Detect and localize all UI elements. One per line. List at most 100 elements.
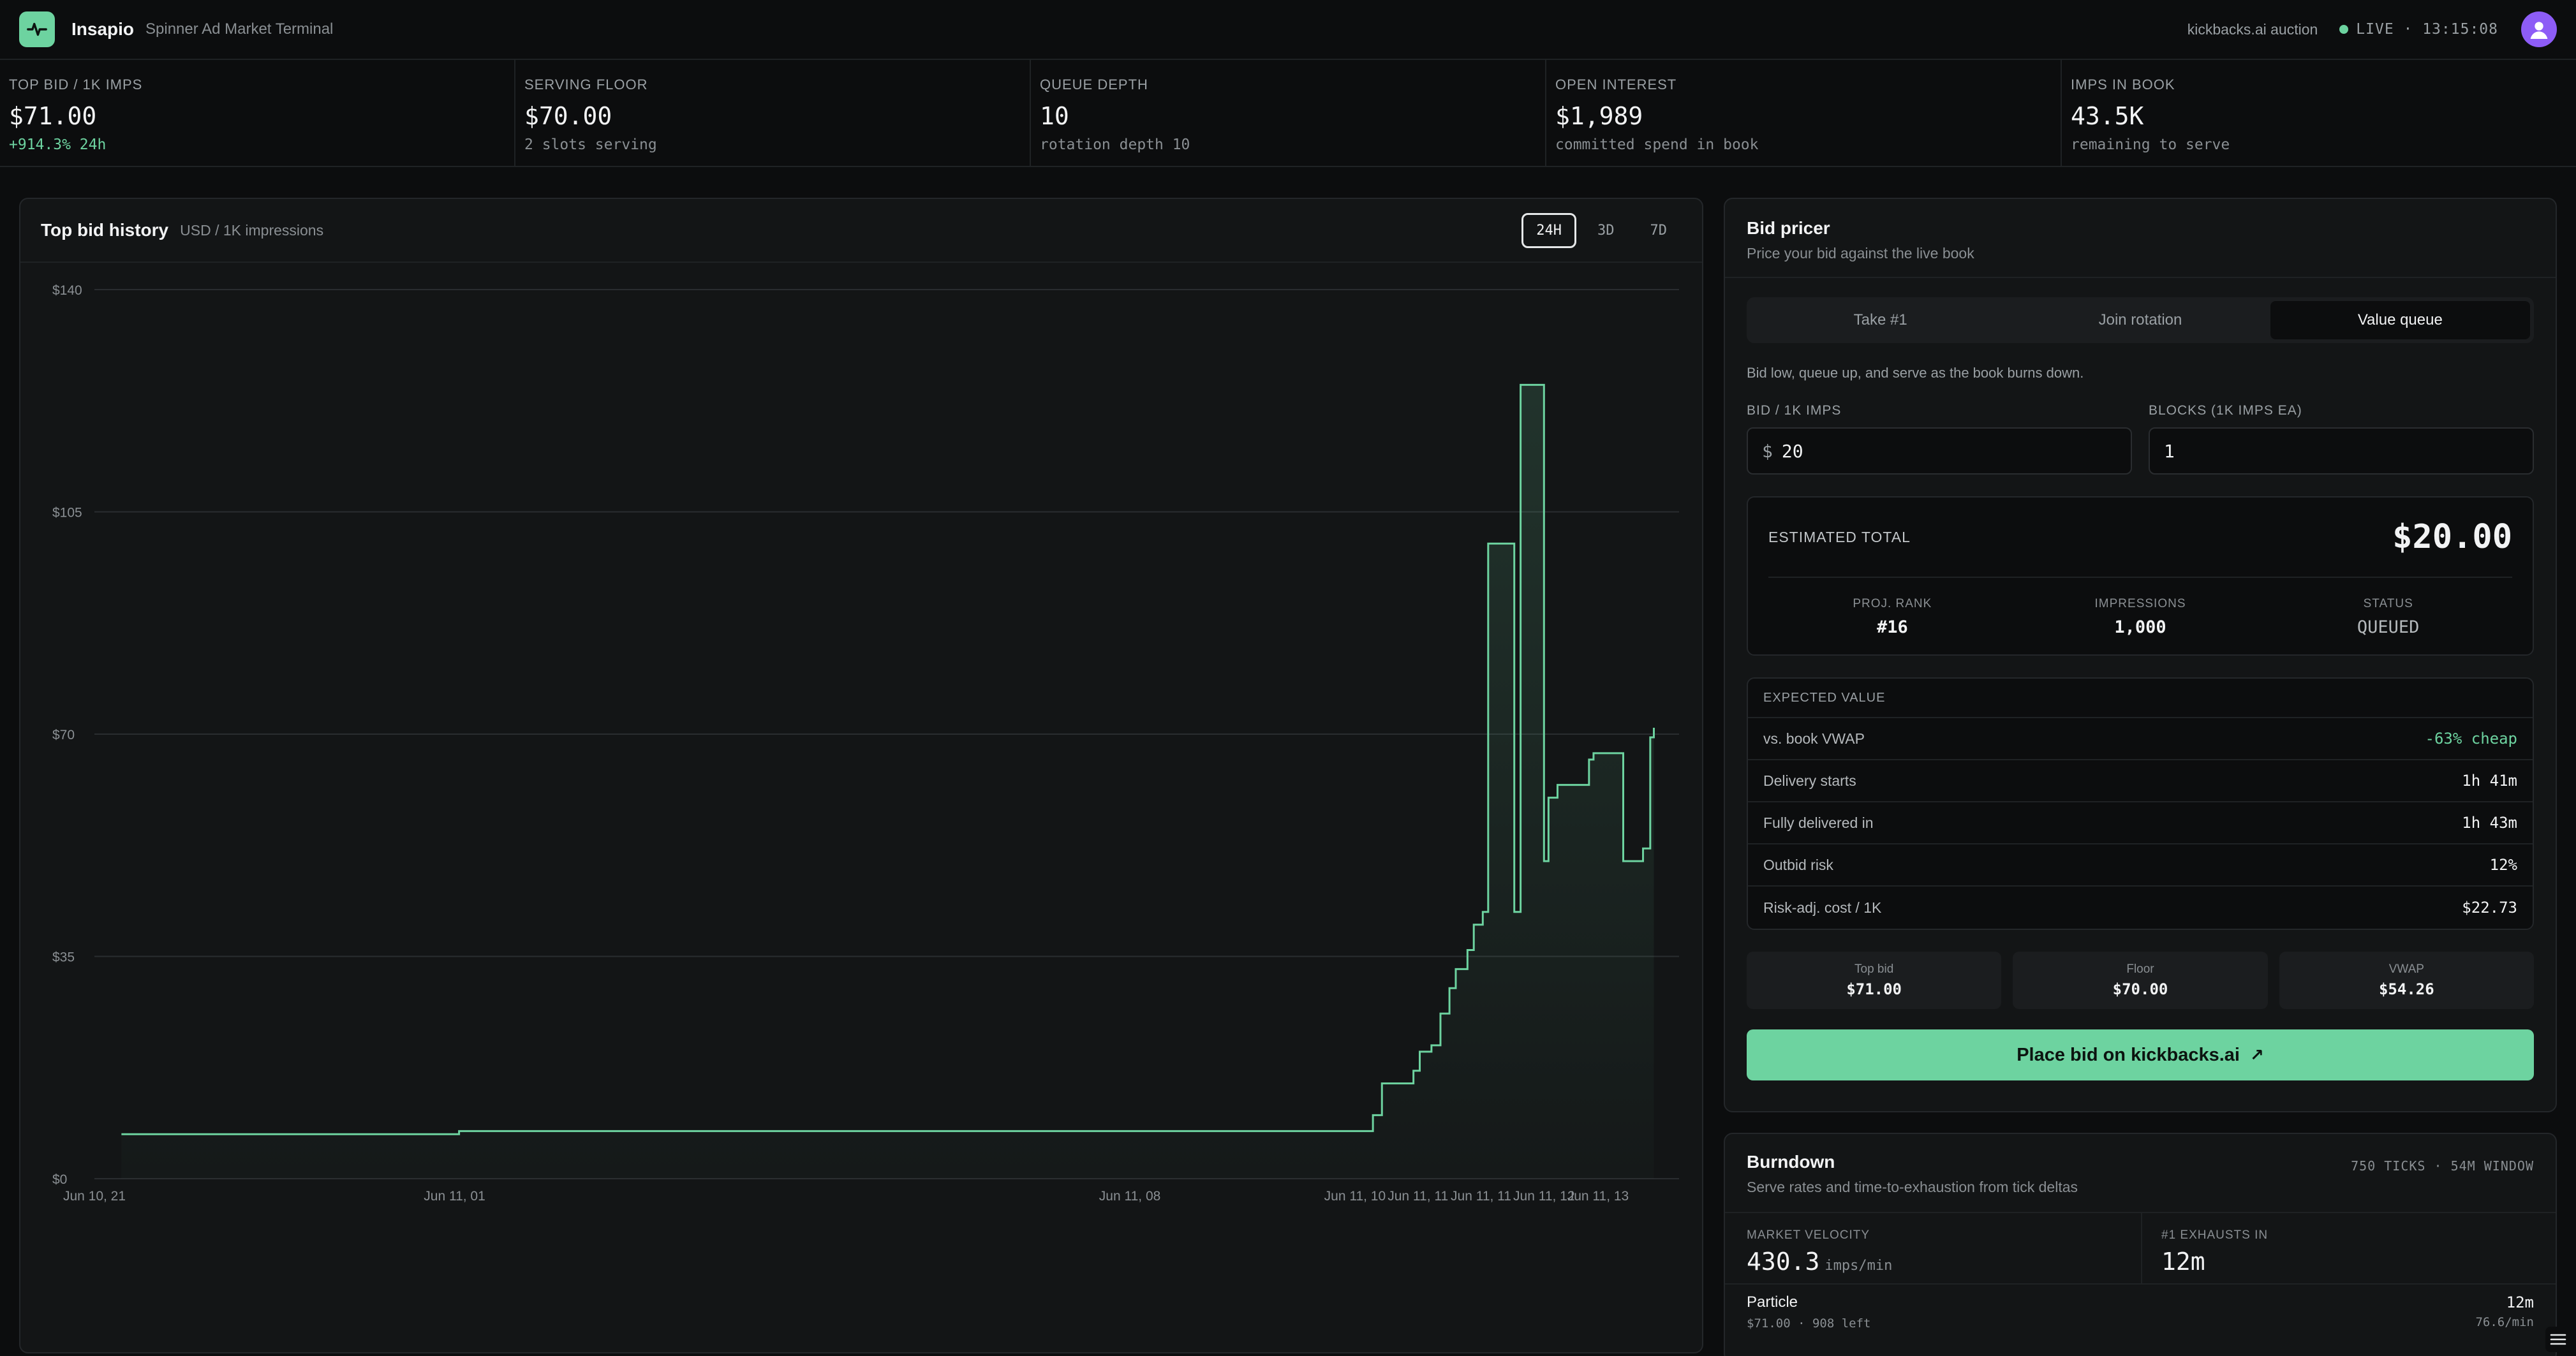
- y-tick-label: $105: [52, 506, 82, 520]
- ref-value: $70.00: [2112, 980, 2168, 998]
- tab-take-first[interactable]: Take #1: [1853, 311, 1907, 328]
- burndown-title: Burndown: [1747, 1152, 1835, 1172]
- x-tick-label: Jun 11, 12: [1513, 1189, 1575, 1204]
- stat-value: $70.00: [524, 102, 612, 130]
- ev-key: Outbid risk: [1763, 856, 1833, 873]
- ref-label: VWAP: [2388, 962, 2424, 976]
- velocity-unit: imps/min: [1825, 1258, 1893, 1274]
- y-tick-label: $140: [52, 283, 82, 298]
- stats-strip: TOP BID / 1K IMPS $71.00 +914.3% 24h SER…: [0, 60, 2576, 167]
- top-bar: Insapio Spinner Ad Market Terminal kickb…: [0, 0, 2576, 60]
- burndown-meta: 750 TICKS · 54M WINDOW: [2351, 1158, 2534, 1174]
- bid-fields: BID / 1K IMPS $ BLOCKS (1K IMPS EA): [1747, 403, 2534, 475]
- x-tick-label: Jun 11, 01: [424, 1189, 485, 1204]
- tab-value-queue[interactable]: Value queue: [2270, 301, 2530, 339]
- y-tick-label: $35: [52, 950, 75, 965]
- reference-prices: Top bid $71.00 Floor $70.00 VWAP $54.26: [1747, 952, 2534, 1009]
- avatar[interactable]: [2521, 11, 2557, 47]
- pricer-title: Bid pricer: [1747, 218, 1830, 238]
- stat-label: OPEN INTEREST: [1555, 77, 1677, 92]
- advertiser-name: Particle: [1747, 1293, 1798, 1311]
- x-tick-label: Jun 11, 08: [1099, 1189, 1161, 1204]
- impressions-label: IMPRESSIONS: [2094, 596, 2186, 610]
- stat-queue-depth: QUEUE DEPTH 10 rotation depth 10: [1031, 60, 1546, 166]
- ref-floor: Floor $70.00: [2013, 952, 2268, 1009]
- stat-imps-in-book: IMPS IN BOOK 43.5K remaining to serve: [2062, 60, 2576, 166]
- range-24h-button[interactable]: 24H: [1521, 212, 1576, 248]
- range-3d-button[interactable]: 3D: [1597, 222, 1615, 239]
- pricer-header: Bid pricer Price your bid against the li…: [1725, 199, 2556, 278]
- ev-key: vs. book VWAP: [1763, 730, 1865, 747]
- stat-change: +914.3% 24h: [9, 136, 107, 153]
- x-tick-label: Jun 11, 13: [1567, 1189, 1629, 1204]
- bid-input[interactable]: [1781, 440, 2117, 462]
- expected-value-table: EXPECTED VALUE vs. book VWAP -63% cheap …: [1747, 677, 2534, 930]
- exhaust-value: 12m: [2161, 1248, 2205, 1276]
- burndown-header: Burndown Serve rates and time-to-exhaust…: [1725, 1134, 2556, 1213]
- estimate-value: $20.00: [2392, 518, 2512, 556]
- bid-pricer-panel: Bid pricer Price your bid against the li…: [1724, 198, 2557, 1112]
- ref-value: $71.00: [1846, 980, 1902, 998]
- bid-input-box: $: [1747, 427, 2132, 475]
- blocks-input[interactable]: [2164, 440, 2519, 462]
- advertiser-exhaust-time: 12m: [2506, 1293, 2534, 1311]
- top-bid-history-panel: Top bid history USD / 1K impressions 24H…: [19, 198, 1703, 1353]
- stat-value: 10: [1040, 102, 1069, 130]
- bid-step-line: [121, 383, 1655, 1135]
- ev-value: $22.73: [2462, 899, 2517, 917]
- stat-value: $1,989: [1555, 102, 1643, 130]
- app-subtitle: Spinner Ad Market Terminal: [145, 20, 334, 38]
- stat-sub: rotation depth 10: [1040, 136, 1190, 153]
- blocks-field-label: BLOCKS (1K IMPS EA): [2149, 403, 2302, 418]
- estimate-details: PROJ. RANK #16 IMPRESSIONS 1,000 STATUS …: [1768, 578, 2512, 656]
- ev-value: -63% cheap: [2425, 730, 2518, 748]
- ref-vwap: VWAP $54.26: [2279, 952, 2534, 1009]
- ev-row-vwap: vs. book VWAP -63% cheap: [1748, 718, 2533, 760]
- ev-key: Fully delivered in: [1763, 814, 1874, 831]
- y-tick-label: $70: [52, 728, 75, 742]
- live-indicator-icon: [2339, 25, 2349, 34]
- chart-title: Top bid history: [41, 220, 169, 240]
- ev-value: 1h 43m: [2462, 814, 2517, 832]
- stat-label: SERVING FLOOR: [524, 77, 648, 92]
- pulse-logo-icon[interactable]: [19, 11, 55, 47]
- stat-top-bid: TOP BID / 1K IMPS $71.00 +914.3% 24h: [0, 60, 515, 166]
- stat-open-interest: OPEN INTEREST $1,989 committed spend in …: [1546, 60, 2062, 166]
- ev-row-outbid-risk: Outbid risk 12%: [1748, 844, 2533, 887]
- market-velocity: MARKET VELOCITY 430.3 imps/min: [1725, 1213, 2142, 1283]
- advertiser-rate: 76.6/min: [2475, 1315, 2534, 1329]
- top-bid-chart[interactable]: $0 $35 $70 $105 $140 Jun 10, 21 Jun 11, 01 Jun …: [20, 264, 1702, 1352]
- ref-label: Top bid: [1854, 962, 1894, 976]
- ev-value: 12%: [2489, 856, 2517, 874]
- stat-label: IMPS IN BOOK: [2071, 77, 2175, 92]
- place-bid-button[interactable]: Place bid on kickbacks.ai ↗: [1747, 1029, 2534, 1080]
- proj-rank: PROJ. RANK #16: [1768, 597, 2017, 637]
- ev-key: Delivery starts: [1763, 772, 1856, 789]
- app-name: Insapio: [71, 19, 135, 39]
- x-tick-label: Jun 11, 10: [1324, 1189, 1386, 1204]
- velocity-value: 430.3: [1747, 1248, 1820, 1276]
- user-icon: [2530, 22, 2548, 39]
- pricer-subtitle: Price your bid against the live book: [1747, 245, 1974, 262]
- ev-key: Risk-adj. cost / 1K: [1763, 899, 1882, 916]
- bid-field: BID / 1K IMPS $: [1747, 403, 2132, 475]
- range-7d-button[interactable]: 7D: [1650, 222, 1668, 239]
- proj-rank-value: #16: [1876, 617, 1908, 637]
- stat-label: QUEUE DEPTH: [1040, 77, 1148, 92]
- menu-icon[interactable]: [2545, 1327, 2571, 1352]
- ev-row-risk-adj-cost: Risk-adj. cost / 1K $22.73: [1748, 887, 2533, 929]
- x-tick-label: Jun 10, 21: [63, 1189, 126, 1204]
- x-tick-label: Jun 11, 11: [1451, 1189, 1511, 1204]
- live-clock: LIVE · 13:15:08: [2356, 21, 2498, 38]
- dollar-prefix: $: [1762, 440, 1773, 462]
- tab-join-rotation[interactable]: Join rotation: [2098, 311, 2182, 328]
- ev-value: 1h 41m: [2462, 772, 2517, 790]
- y-tick-label: $0: [52, 1172, 67, 1187]
- list-item[interactable]: Particle $71.00 · 908 left 12m 76.6/min: [1725, 1285, 2556, 1330]
- ev-row-delivery-starts: Delivery starts 1h 41m: [1748, 760, 2533, 802]
- stat-sub: committed spend in book: [1555, 136, 1759, 153]
- stat-sub: 2 slots serving: [524, 136, 657, 153]
- blocks-field: BLOCKS (1K IMPS EA): [2149, 403, 2534, 475]
- chart-unit: USD / 1K impressions: [180, 221, 324, 239]
- strategy-tabs: Take #1 Join rotation Value queue: [1747, 297, 2534, 343]
